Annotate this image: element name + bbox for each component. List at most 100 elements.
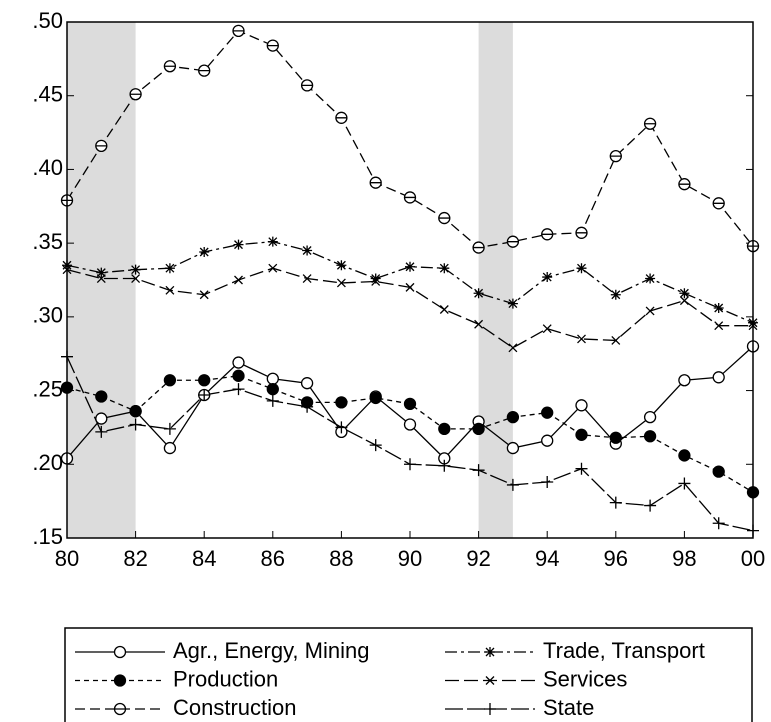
data-point: [575, 226, 588, 239]
data-point: [575, 399, 588, 412]
data-point: [541, 434, 554, 447]
data-point: [472, 241, 485, 254]
data-point: [198, 64, 211, 77]
data-point: [643, 411, 657, 424]
legend-marker: [484, 703, 496, 715]
data-point: [369, 391, 382, 405]
data-point: [268, 263, 278, 273]
data-point: [163, 60, 177, 73]
data-point: [438, 459, 451, 472]
y-tick-label: .45: [32, 82, 63, 107]
shaded-period: [67, 22, 136, 538]
data-point: [233, 239, 244, 250]
data-point: [644, 499, 657, 512]
data-point: [370, 273, 381, 284]
legend-label: Services: [543, 666, 627, 691]
data-point: [300, 377, 314, 390]
data-point: [369, 176, 382, 189]
data-point: [301, 400, 314, 413]
series-line: [66, 30, 754, 249]
legend-marker: [113, 674, 127, 687]
data-point: [129, 405, 142, 418]
series-line: [66, 241, 754, 324]
x-tick-label: 92: [466, 546, 490, 571]
data-point: [198, 374, 211, 387]
x-tick-label: 98: [672, 546, 696, 571]
legend-marker: [485, 647, 495, 657]
x-tick-label: 90: [398, 546, 422, 571]
shaded-period: [478, 22, 513, 538]
data-point: [95, 425, 108, 438]
data-point: [234, 275, 243, 285]
data-point: [405, 261, 415, 272]
data-point: [369, 439, 382, 452]
data-point: [232, 356, 245, 369]
data-point: [712, 371, 725, 384]
data-point: [645, 273, 656, 284]
data-point: [199, 290, 209, 300]
legend-marker: [113, 702, 127, 716]
data-point: [542, 324, 552, 334]
data-point: [130, 264, 141, 275]
data-point: [474, 319, 484, 329]
x-tick-label: 84: [192, 546, 216, 571]
data-point: [506, 478, 519, 491]
data-point: [611, 335, 621, 345]
data-point: [266, 394, 279, 407]
data-point: [165, 285, 175, 295]
data-point: [438, 212, 451, 225]
data-point: [645, 306, 655, 316]
data-point: [712, 517, 725, 530]
data-point: [541, 406, 554, 419]
data-point: [575, 462, 588, 475]
data-point: [678, 449, 691, 462]
data-point: [405, 282, 415, 292]
data-point: [336, 260, 347, 271]
x-tick-label: 88: [329, 546, 353, 571]
data-point: [95, 412, 108, 425]
legend-marker: [485, 676, 495, 685]
data-point: [506, 442, 520, 455]
legend-label: Trade, Transport: [543, 638, 705, 663]
data-point: [164, 263, 175, 274]
y-tick-label: .15: [32, 524, 63, 549]
data-point: [266, 372, 279, 385]
x-tick-label: 82: [123, 546, 147, 571]
data-point: [163, 422, 176, 435]
data-point: [404, 458, 416, 471]
legend-label: Construction: [173, 695, 297, 720]
data-point: [712, 465, 725, 478]
data-point: [542, 272, 553, 283]
data-point: [335, 421, 348, 434]
data-point: [576, 263, 587, 274]
x-tick-label: 96: [604, 546, 628, 571]
data-point: [575, 428, 588, 441]
data-point: [335, 396, 348, 409]
data-point: [678, 477, 691, 490]
data-point: [95, 390, 108, 403]
data-point: [438, 452, 451, 465]
data-point: [129, 418, 142, 431]
data-point: [541, 228, 554, 241]
data-point: [266, 39, 279, 52]
data-point: [541, 475, 554, 488]
data-point: [403, 418, 417, 431]
data-point: [232, 369, 245, 382]
data-point: [302, 245, 313, 256]
y-tick-label: .25: [32, 376, 63, 401]
y-tick-label: .20: [32, 450, 63, 475]
data-point: [302, 274, 312, 283]
data-point: [96, 267, 107, 278]
data-point: [679, 288, 690, 299]
data-point: [403, 397, 417, 410]
data-point: [199, 246, 210, 257]
y-tick-label: .40: [32, 155, 63, 180]
legend-label: Agr., Energy, Mining: [173, 638, 369, 663]
data-point: [163, 442, 177, 455]
data-point: [473, 288, 484, 299]
data-point: [643, 430, 657, 443]
y-tick-label: .30: [32, 303, 63, 328]
data-point: [508, 343, 518, 353]
x-tick-label: 86: [261, 546, 285, 571]
data-point: [266, 383, 279, 396]
